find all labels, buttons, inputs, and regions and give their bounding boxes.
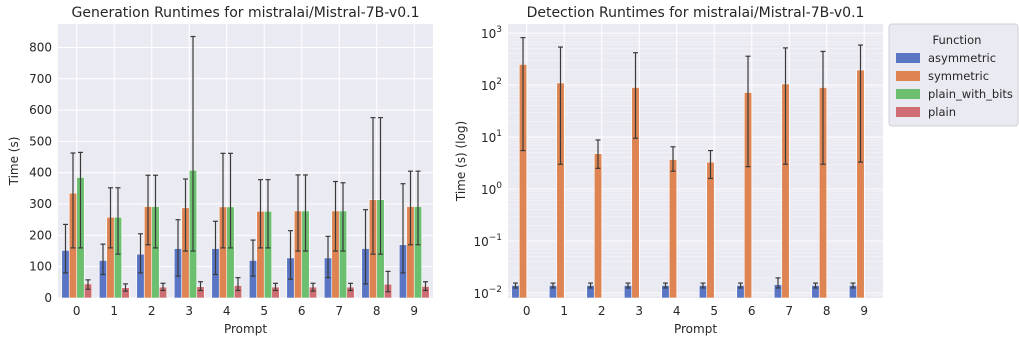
x-tick-label: 3 [635,304,643,318]
y-tick-label: 100 [29,260,52,274]
bars [61,35,430,299]
y-tick-label: 500 [29,134,52,148]
x-tick-label: 6 [298,304,306,318]
y-tick-label: 0 [44,291,52,305]
x-tick-label: 1 [560,304,568,318]
legend-label: plain_with_bits [928,87,1013,101]
x-tick-label: 4 [223,304,231,318]
legend-label: asymmetric [928,51,996,65]
y-tick-label: 300 [29,197,52,211]
x-tick-label: 7 [785,304,793,318]
x-tick-label: 9 [860,304,868,318]
legend: Function asymmetric symmetric plain_with_b… [888,23,1019,127]
x-tick-label: 5 [710,304,718,318]
y-tick-label: 101 [481,129,502,145]
x-axis-label: Prompt [674,322,717,336]
legend-label: symmetric [928,69,989,83]
bars [511,37,865,299]
x-axis-label: Prompt [224,322,267,336]
y-tick-label: 200 [29,228,52,242]
chart-title: Detection Runtimes for mistralai/Mistral… [527,5,865,21]
y-tick-label: 103 [481,25,502,41]
x-tick-label: 2 [598,304,606,318]
y-tick-label: 100 [481,181,502,197]
legend-swatch [896,89,920,99]
legend-swatch [896,71,920,81]
y-tick-label: 102 [481,77,502,93]
y-tick-label: 400 [29,166,52,180]
legend-swatch [896,53,920,63]
y-tick-label: 700 [29,72,52,86]
legend-box [888,23,1019,127]
x-tick-label: 9 [410,304,418,318]
x-tick-label: 4 [673,304,681,318]
tick-labels: 0 100 200 300 400 500 600 700 800 0 1 2 3 4 5 6 7 8 9 [29,40,418,318]
x-tick-label: 8 [373,304,381,318]
legend-label: plain [928,105,956,119]
chart-title: Generation Runtimes for mistralai/Mistra… [72,5,420,21]
x-tick-label: 5 [260,304,268,318]
x-tick-label: 6 [748,304,756,318]
legend-swatch [896,107,920,117]
legend-title: Function [933,33,982,47]
y-tick-label: 800 [29,40,52,54]
tick-labels: 10−2 10−1 100 101 102 103 0 1 2 3 4 5 6 7 8 9 [473,25,868,318]
generation-runtimes-chart: 0 100 200 300 400 500 600 700 800 0 1 2 3 4 5 6 7 8 9 Gene… [7,5,433,336]
y-tick-label: 600 [29,103,52,117]
bar [706,161,715,299]
x-tick-label: 1 [110,304,118,318]
y-axis-label: Time (s) (log) [454,121,468,202]
detection-runtimes-chart: 10−2 10−1 100 101 102 103 0 1 2 3 4 5 6 7 8 9 Detection… [454,5,883,336]
x-tick-label: 2 [148,304,156,318]
x-tick-label: 8 [823,304,831,318]
x-tick-label: 3 [185,304,193,318]
x-tick-label: 7 [335,304,343,318]
bar [668,159,678,299]
y-tick-label: 10−2 [473,285,502,301]
y-tick-label: 10−1 [473,233,502,249]
x-tick-label: 0 [523,304,531,318]
x-tick-label: 0 [73,304,81,318]
y-axis-label: Time (s) [7,137,21,187]
bar [593,153,603,299]
